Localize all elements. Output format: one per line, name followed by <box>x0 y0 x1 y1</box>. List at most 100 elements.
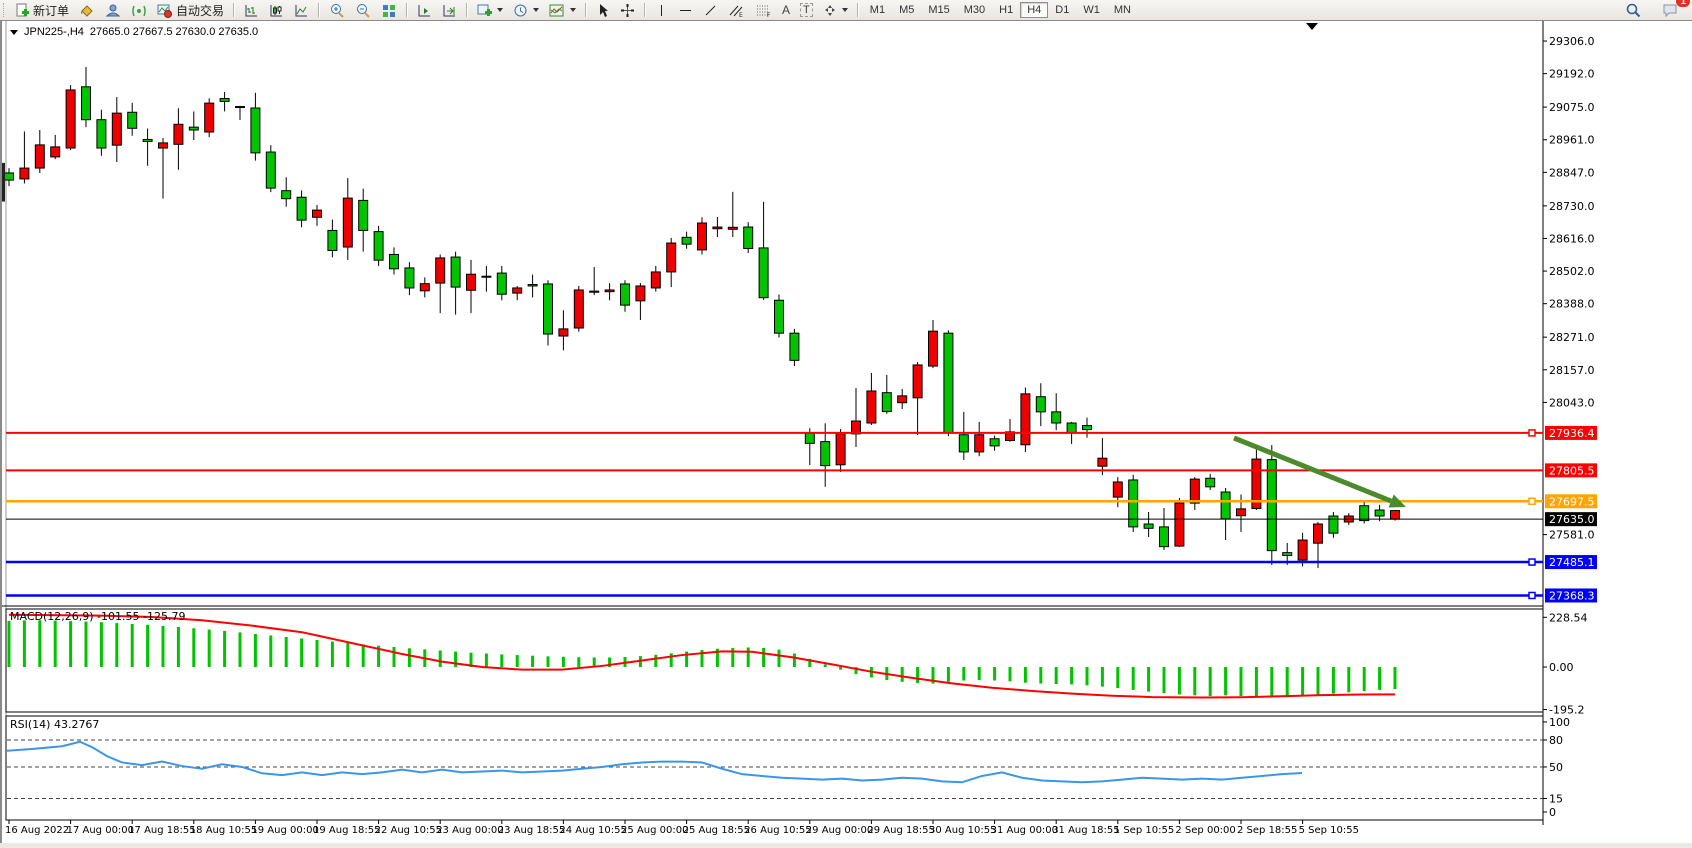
auto-scroll-button[interactable] <box>412 0 437 20</box>
candle-body <box>1236 508 1246 517</box>
search-button[interactable] <box>1620 0 1647 20</box>
cursor-button[interactable] <box>591 0 615 20</box>
timeframe-button-h4[interactable]: H4 <box>1020 2 1049 18</box>
candle-body <box>4 172 14 181</box>
candle-body <box>496 272 507 295</box>
time-tick-label: 16 Aug 2022 <box>5 825 69 836</box>
autotrade-label: 自动交易 <box>176 3 225 18</box>
trend-arrow[interactable] <box>1233 435 1406 508</box>
macd-pane: MACD(12,26,9) -101.55 -125.79 228.54 0.00 -… <box>7 610 1588 717</box>
autotrade-button[interactable]: 自动交易 <box>152 0 229 20</box>
chart-window[interactable]: JPN225-,H4 27665.0 27667.5 27630.0 27635… <box>0 20 1692 843</box>
clipped-candle <box>2 162 5 202</box>
timeframe-button-h1[interactable]: H1 <box>999 4 1014 16</box>
horizontal-line-button[interactable] <box>673 0 698 20</box>
line-chart-button[interactable] <box>289 0 314 20</box>
styles-button[interactable] <box>74 0 100 20</box>
candle-body <box>743 226 754 249</box>
crosshair-button[interactable] <box>615 0 640 20</box>
hline-anchor-marker[interactable] <box>1528 429 1536 437</box>
timeframe-button-m15[interactable]: M15 <box>928 4 950 16</box>
vertical-line-button[interactable] <box>650 0 673 20</box>
price-tag <box>1545 555 1597 570</box>
chart-shift-button[interactable] <box>437 0 462 20</box>
candle-body <box>466 273 476 291</box>
label-tool-button[interactable]: T <box>795 0 818 20</box>
rsi-pane: RSI(14) 43.2767 100 80 50 150 <box>6 716 1570 819</box>
new-order-button[interactable]: 新订单 <box>10 0 74 20</box>
candle-body <box>974 434 985 453</box>
new-chart-button[interactable] <box>472 0 508 20</box>
candle-body <box>342 197 353 248</box>
rsi-scale-label: 100 <box>1549 716 1570 729</box>
candles-layer <box>2 67 1400 569</box>
toolbar-grip[interactable] <box>3 3 7 17</box>
rsi-label: RSI(14) 43.2767 <box>10 718 99 731</box>
candle-body <box>897 395 908 404</box>
vertical-line-icon <box>661 4 663 16</box>
timeframe-button-d1[interactable]: D1 <box>1055 4 1070 16</box>
time-tick-label: 19 Aug 18:55 <box>313 825 380 836</box>
timeframe-button-w1[interactable]: W1 <box>1083 4 1100 16</box>
candle-body <box>543 283 553 335</box>
timeframe-button-mn[interactable]: MN <box>1113 4 1131 16</box>
candle-body <box>19 167 30 180</box>
crosshair-icon <box>621 3 635 17</box>
candle-body <box>1205 477 1216 488</box>
arrows-tool-button[interactable] <box>818 0 853 20</box>
label-tool-icon: T <box>800 3 813 17</box>
candle-body <box>1035 396 1046 413</box>
candle-body <box>296 196 307 221</box>
tile-windows-button[interactable] <box>376 0 402 20</box>
bar-chart-button[interactable] <box>239 0 264 20</box>
hline-anchor-marker[interactable] <box>1528 591 1536 600</box>
fibonacci-button[interactable]: F <box>750 0 777 20</box>
price-tag <box>1545 494 1597 509</box>
hline-anchor-marker[interactable] <box>1528 497 1536 506</box>
notification-badge: 1 <box>1676 0 1690 7</box>
timeframe-button-m1[interactable]: M1 <box>869 4 886 16</box>
price-axis[interactable]: 29306.0 29192.0 29075.0 28961.0 28847.0 28730… <box>1543 35 1595 542</box>
channel-button[interactable]: E <box>723 0 750 20</box>
candle-body <box>81 86 91 121</box>
time-tick-label: 19 Aug 00:00 <box>251 825 318 836</box>
trendline-button[interactable] <box>698 0 723 20</box>
candle-body <box>389 253 399 270</box>
chart-shift-marker-icon[interactable] <box>1306 23 1318 30</box>
quotes-button[interactable] <box>100 0 126 20</box>
time-tick-label: 24 Aug 10:55 <box>559 825 626 836</box>
candlestick-button[interactable] <box>264 0 289 20</box>
auto-scroll-icon <box>418 4 431 16</box>
pane-borders <box>2 21 1544 825</box>
signals-button[interactable] <box>126 0 152 20</box>
periods-button[interactable] <box>508 0 544 20</box>
notifications-button[interactable]: 1 <box>1657 0 1690 20</box>
rsi-scale-label: 0 <box>1549 806 1556 819</box>
candlestick-icon <box>270 4 283 16</box>
candle-body <box>50 146 61 158</box>
timeframe-button-m5[interactable]: M5 <box>899 4 915 16</box>
zoom-out-button[interactable] <box>350 0 376 20</box>
chart-canvas[interactable]: 27936.4 27805.5 27697.5 27635.0 27485.1 27368… <box>2 21 1692 843</box>
candle-body <box>265 151 276 189</box>
candle-body <box>866 390 877 424</box>
candle-body <box>912 364 923 399</box>
time-tick-label: 22 Aug 10:55 <box>375 825 442 836</box>
text-tool-button[interactable]: A <box>777 0 795 20</box>
candle-body <box>650 271 661 289</box>
toolbar-separator <box>233 3 236 17</box>
indicators-button[interactable] <box>544 0 581 20</box>
time-tick-label: 29 Aug 18:55 <box>867 825 934 836</box>
hline-anchor-marker[interactable] <box>1528 558 1536 566</box>
macd-scale-label: 228.54 <box>1549 611 1588 624</box>
bar-chart-icon <box>245 4 258 16</box>
candle-body <box>1282 552 1293 556</box>
candle-body <box>358 199 369 231</box>
candle-body <box>589 290 600 293</box>
candle-body <box>188 126 199 131</box>
candle-body <box>96 119 107 149</box>
price-tick-label: 28157.0 <box>1549 364 1595 377</box>
zoom-in-button[interactable] <box>324 0 350 20</box>
timeframe-button-m30[interactable]: M30 <box>963 4 986 16</box>
